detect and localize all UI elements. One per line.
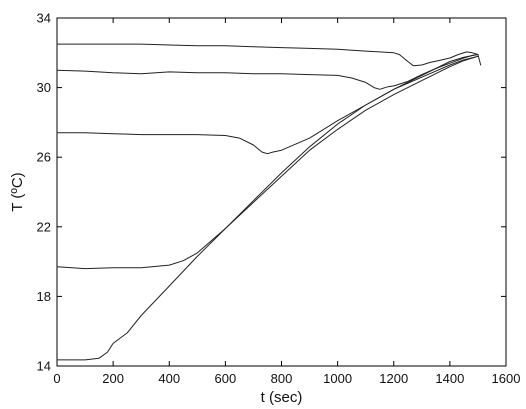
x-tick-label: 0: [53, 371, 60, 386]
series-line-3: [56, 54, 479, 155]
y-tick-label: 18: [37, 289, 51, 304]
x-tick-label: 200: [102, 371, 124, 386]
x-tick-label: 1200: [379, 371, 408, 386]
y-tick-label: 30: [37, 80, 51, 95]
y-tick-label: 34: [37, 11, 51, 26]
y-tick-label: 22: [37, 219, 51, 234]
x-tick-label: 800: [271, 371, 293, 386]
y-axis-label: T (ºC): [9, 172, 26, 211]
y-tick-label: 26: [37, 150, 51, 165]
series-line-4: [56, 55, 479, 270]
series-line-1: [56, 43, 482, 67]
x-tick-label: 600: [215, 371, 237, 386]
series-lines: [56, 43, 482, 361]
x-tick-label: 1400: [435, 371, 464, 386]
x-axis-label: t (sec): [261, 389, 303, 406]
axes: 0 200 400 600 800 1000 1200 1400 1600 14 18 22 26 30 3…: [37, 11, 521, 387]
x-tick-label: 400: [158, 371, 180, 386]
y-tick-label: 14: [37, 359, 51, 374]
x-tick-label: 1000: [323, 371, 352, 386]
series-line-5: [56, 55, 479, 361]
x-tick-label: 1600: [492, 371, 521, 386]
